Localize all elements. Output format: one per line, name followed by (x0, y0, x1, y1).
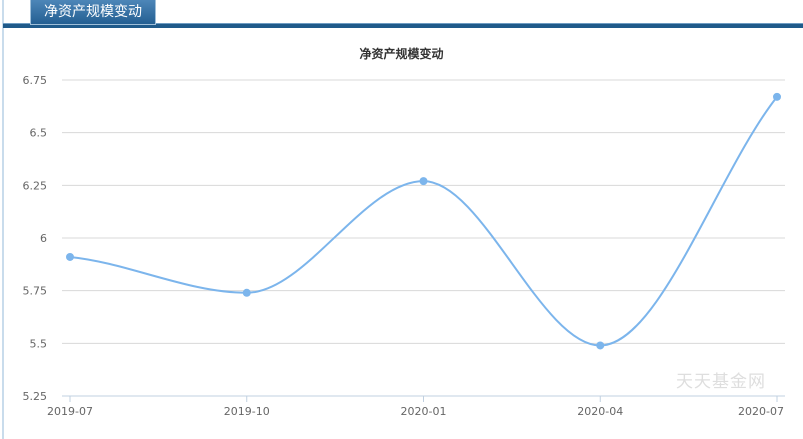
x-axis-tick-label: 2020-07 (738, 405, 784, 418)
x-axis-tick-label: 2019-07 (47, 405, 93, 418)
y-axis-tick-label: 5.25 (23, 390, 48, 403)
y-axis-tick-label: 5.75 (23, 285, 48, 298)
left-border (2, 0, 4, 439)
y-axis-tick-label: 6.25 (23, 179, 48, 192)
tab-bar-rule (3, 23, 803, 28)
data-point-marker (66, 252, 74, 261)
watermark: 天天基金网 (676, 372, 766, 392)
x-axis-tick-label: 2020-01 (401, 405, 447, 418)
data-point-marker (596, 341, 605, 350)
x-axis-tick-label: 2020-04 (577, 405, 623, 418)
tab-bar: 净资产规模变动 (0, 0, 803, 28)
data-point-marker (419, 177, 428, 186)
y-axis-tick-label: 6 (40, 232, 47, 245)
x-axis-tick-label: 2019-10 (224, 405, 270, 418)
y-axis-tick-label: 6.5 (30, 127, 48, 140)
series-line (69, 96, 778, 347)
data-point-marker (242, 288, 251, 297)
y-axis-tick-label: 5.5 (30, 337, 48, 350)
y-axis-tick-label: 6.75 (23, 74, 48, 87)
chart-title: 净资产规模变动 (359, 47, 444, 61)
data-point-marker (773, 92, 781, 101)
tab-net-asset-scale[interactable]: 净资产规模变动 (30, 0, 156, 25)
